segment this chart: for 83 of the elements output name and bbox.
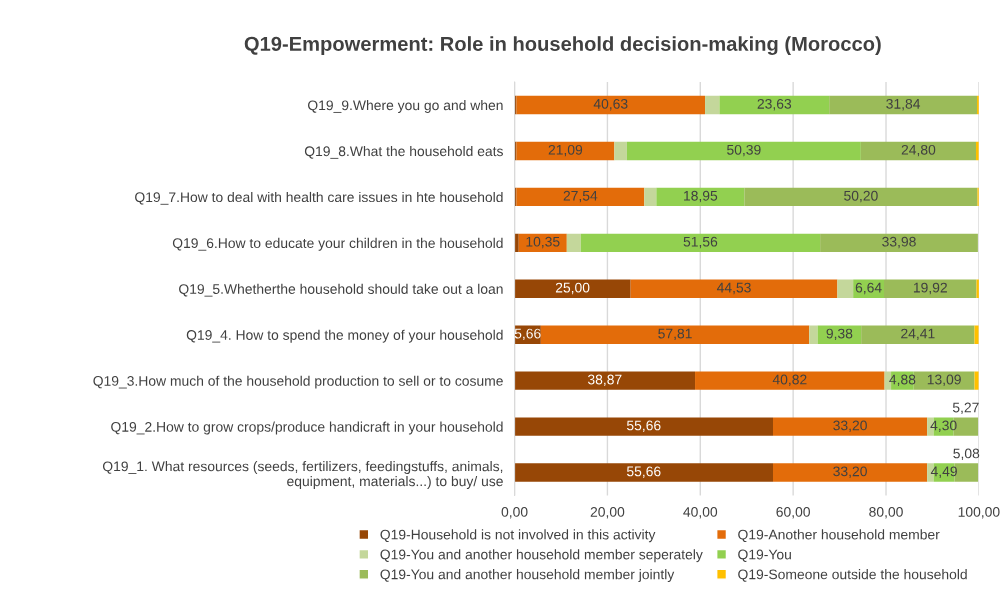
data-label: 19,92 <box>913 282 947 295</box>
chart-title: Q19-Empowerment: Role in household decision-making (Morocco) <box>244 36 881 56</box>
legend-label: Q19-Household is not involved in this activity <box>380 529 656 543</box>
y-tick-label: Q19_3.How much of the household production to sell or to cosume <box>93 375 503 389</box>
data-label: 57,81 <box>658 328 692 341</box>
legend-label: Q19-Another household member <box>738 529 940 542</box>
bar <box>630 279 838 298</box>
data-label: 44,53 <box>716 282 751 295</box>
bar <box>837 279 854 298</box>
bar <box>566 233 581 253</box>
bar <box>514 233 519 253</box>
bar <box>514 279 631 298</box>
data-label: 18,95 <box>684 190 718 203</box>
data-label: 31,84 <box>886 98 921 111</box>
bar <box>861 325 975 344</box>
legend-label: Q19-You <box>738 549 791 562</box>
data-label: 5,27 <box>952 402 979 415</box>
bar <box>514 417 773 436</box>
legend-label: Q19-Someone outside the household <box>738 569 967 582</box>
bar <box>772 417 928 436</box>
bar <box>809 325 818 344</box>
bar <box>516 187 645 207</box>
bar <box>656 187 745 207</box>
data-label: 27,54 <box>563 190 598 203</box>
data-label: 23,63 <box>757 98 792 111</box>
x-tick-label: 60,00 <box>776 507 810 519</box>
data-label: 25,00 <box>555 282 590 295</box>
data-label: 24,41 <box>901 328 935 341</box>
bar <box>705 95 720 115</box>
bar <box>695 371 885 390</box>
x-tick-label: 100,00 <box>958 507 1000 519</box>
data-label: 40,82 <box>772 374 807 387</box>
bar <box>540 325 810 344</box>
bar <box>820 233 978 253</box>
bar <box>514 371 696 390</box>
y-tick-label: Q19_5.Whetherthe household should take out a loan <box>179 283 503 297</box>
bar <box>626 141 861 161</box>
y-tick-label: Q19_8.What the household eats <box>304 145 503 159</box>
data-label: 55,66 <box>626 420 661 432</box>
data-label: 38,87 <box>587 374 622 387</box>
x-tick-label: 40,00 <box>683 507 718 519</box>
data-label: 5,08 <box>953 448 980 460</box>
data-label: 5,66 <box>514 328 541 341</box>
bar <box>644 187 657 207</box>
data-label: 33,20 <box>833 420 867 432</box>
bar <box>829 95 978 115</box>
data-label: 4,88 <box>889 374 916 387</box>
data-label: 13,09 <box>927 374 961 387</box>
legend-label: Q19-You and another household member seperately <box>380 549 703 563</box>
data-label: 10,35 <box>526 236 560 249</box>
data-label: 6,64 <box>855 282 882 295</box>
data-label: 21,09 <box>548 144 583 157</box>
bar <box>884 279 977 298</box>
data-label: 24,80 <box>901 144 936 157</box>
data-label: 55,66 <box>626 466 661 478</box>
x-tick-label: 80,00 <box>869 507 903 519</box>
y-tick-label: Q19_9.Where you go and when <box>308 100 503 113</box>
data-label: 51,56 <box>683 236 718 249</box>
y-tick-label: Q19_6.How to educate your children in the household <box>172 237 503 251</box>
bar <box>516 95 706 115</box>
data-label: 50,39 <box>727 144 761 157</box>
data-label: 4,49 <box>930 466 957 478</box>
data-label: 33,98 <box>882 236 916 249</box>
data-label: 33,20 <box>833 466 867 478</box>
data-label: 4,30 <box>930 420 957 432</box>
bar <box>772 463 928 482</box>
bar <box>580 233 821 253</box>
bar <box>719 95 830 115</box>
bar <box>614 141 627 161</box>
y-tick-label: Q19_4. How to spend the money of your household <box>186 329 503 343</box>
data-label: 50,20 <box>844 190 878 203</box>
data-label: 40,63 <box>593 98 628 111</box>
y-tick-label: Q19_1. What resources (seeds, fertilizers, feedingstuffs, animals, equipment, materials...) to buy/ use <box>102 461 503 489</box>
legend-label: Q19-You and another household member jointly <box>380 569 675 583</box>
y-tick-label: Q19_7.How to deal with health care issues in hte household <box>135 191 503 205</box>
y-tick-label: Q19_2.How to grow crops/produce handicraft in your household <box>111 421 503 435</box>
x-tick-label: 0,00 <box>501 507 528 519</box>
x-tick-label: 20,00 <box>590 507 625 519</box>
bar <box>516 141 615 161</box>
bar <box>744 187 978 207</box>
data-label: 9,38 <box>826 328 853 341</box>
bar <box>514 463 773 482</box>
bar <box>860 141 976 161</box>
